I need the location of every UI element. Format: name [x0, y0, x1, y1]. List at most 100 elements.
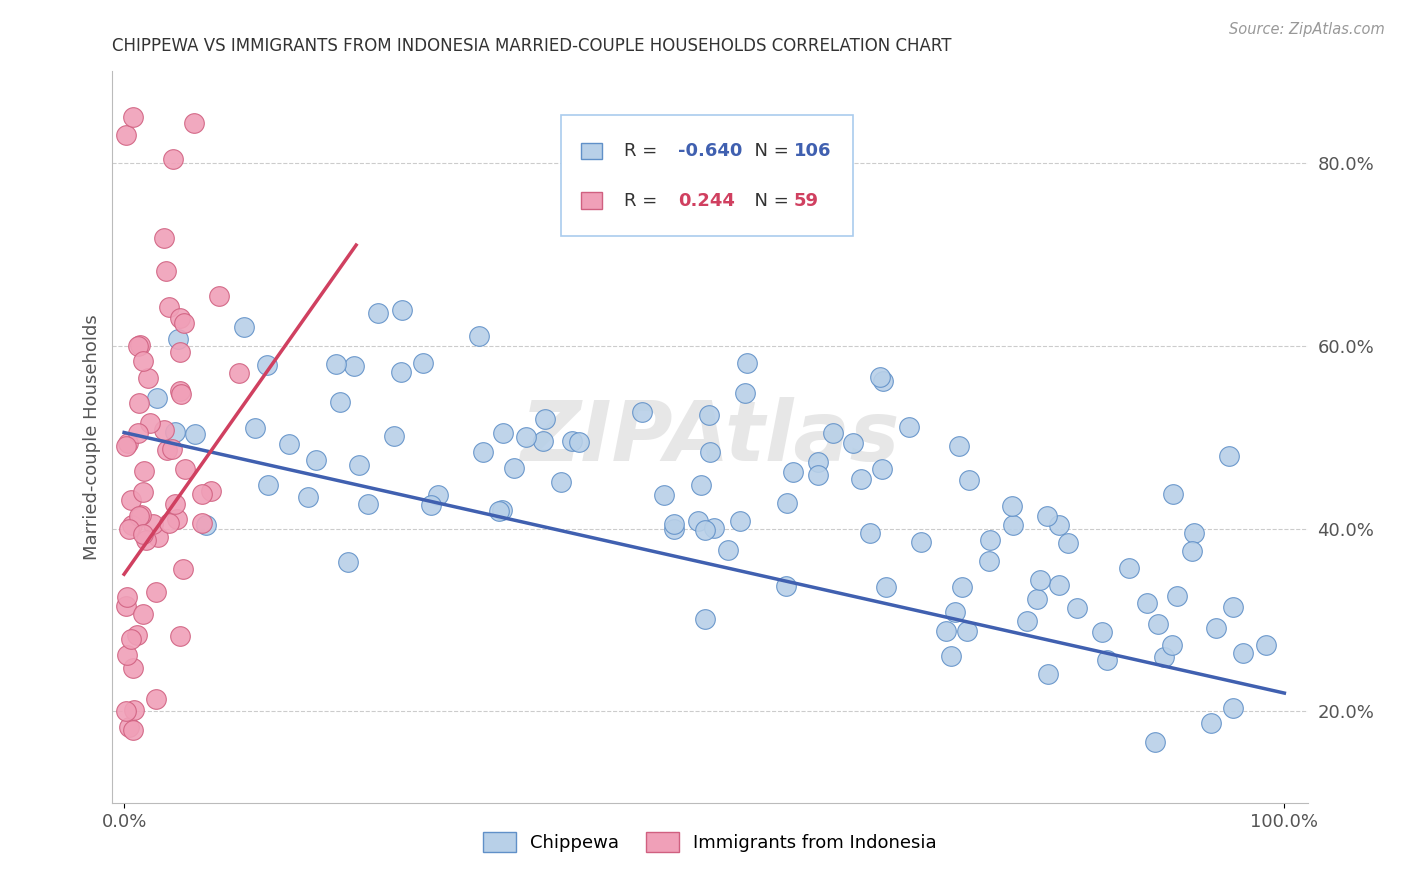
Point	[1161, 639, 1184, 653]
Point	[662, 522, 685, 536]
Legend: Chippewa, Immigrants from Indonesia: Chippewa, Immigrants from Indonesia	[477, 824, 943, 860]
Point	[910, 534, 932, 549]
Point	[122, 110, 145, 124]
Point	[132, 485, 155, 500]
Point	[1218, 449, 1240, 463]
Point	[127, 426, 149, 441]
Point	[737, 356, 759, 370]
Point	[305, 453, 328, 467]
Point	[492, 426, 515, 441]
Point	[652, 487, 675, 501]
Point	[1254, 638, 1277, 652]
Point	[662, 517, 685, 532]
Point	[1026, 591, 1049, 606]
Point	[120, 632, 142, 646]
Point	[131, 527, 153, 541]
Point	[776, 496, 799, 510]
Point	[849, 472, 872, 486]
Point	[1028, 573, 1050, 587]
Point	[122, 723, 145, 737]
Point	[173, 316, 195, 330]
Point	[1201, 716, 1223, 731]
Point	[142, 517, 165, 532]
Point	[169, 384, 191, 398]
Point	[550, 475, 572, 490]
Point	[956, 624, 979, 638]
FancyBboxPatch shape	[561, 115, 853, 235]
Point	[169, 310, 191, 325]
Point	[336, 555, 359, 569]
Point	[693, 523, 716, 537]
Point	[153, 230, 176, 244]
Point	[1153, 649, 1175, 664]
Text: Source: ZipAtlas.com: Source: ZipAtlas.com	[1229, 22, 1385, 37]
Point	[977, 554, 1000, 568]
Point	[1017, 614, 1039, 628]
Point	[689, 477, 711, 491]
Point	[125, 628, 148, 642]
Point	[156, 443, 179, 458]
Point	[1222, 599, 1244, 614]
Point	[948, 439, 970, 453]
Point	[155, 263, 177, 277]
Point	[515, 430, 537, 444]
Point	[823, 425, 845, 440]
Point	[115, 599, 138, 614]
Text: R =: R =	[624, 192, 669, 210]
Point	[165, 425, 187, 439]
Point	[1047, 578, 1070, 592]
Point	[145, 585, 167, 599]
Point	[139, 416, 162, 430]
Point	[491, 502, 513, 516]
Point	[531, 434, 554, 449]
Point	[325, 357, 347, 371]
Point	[842, 436, 865, 450]
Point	[160, 442, 183, 456]
Point	[148, 530, 170, 544]
Point	[1181, 544, 1204, 558]
Point	[568, 435, 591, 450]
FancyBboxPatch shape	[581, 193, 602, 209]
Point	[875, 580, 897, 594]
Point	[389, 365, 412, 379]
Point	[1143, 734, 1166, 748]
Point	[1095, 653, 1118, 667]
Point	[129, 508, 152, 523]
Point	[1161, 487, 1184, 501]
Point	[356, 497, 378, 511]
Point	[157, 300, 180, 314]
Point	[153, 423, 176, 437]
Text: 106: 106	[794, 142, 831, 160]
Point	[1066, 601, 1088, 615]
Point	[943, 605, 966, 619]
Point	[979, 533, 1001, 547]
Point	[128, 508, 150, 523]
Point	[872, 374, 894, 388]
Point	[561, 434, 583, 449]
Point	[950, 581, 973, 595]
Point	[297, 490, 319, 504]
Point	[131, 607, 153, 621]
Point	[166, 332, 188, 346]
Point	[121, 518, 143, 533]
Point	[1036, 667, 1059, 681]
Point	[117, 435, 139, 450]
Point	[734, 386, 756, 401]
Point	[115, 128, 138, 142]
Point	[699, 445, 721, 459]
Point	[382, 429, 405, 443]
Point	[1047, 517, 1070, 532]
Point	[502, 461, 524, 475]
Text: 59: 59	[794, 192, 818, 210]
Point	[115, 648, 138, 662]
Point	[245, 421, 267, 435]
Point	[145, 691, 167, 706]
Point	[782, 465, 804, 479]
FancyBboxPatch shape	[581, 143, 602, 159]
Point	[190, 486, 212, 500]
Point	[200, 484, 222, 499]
Point	[367, 305, 389, 319]
Text: N =: N =	[744, 142, 794, 160]
Point	[807, 467, 830, 482]
Point	[1166, 589, 1188, 603]
